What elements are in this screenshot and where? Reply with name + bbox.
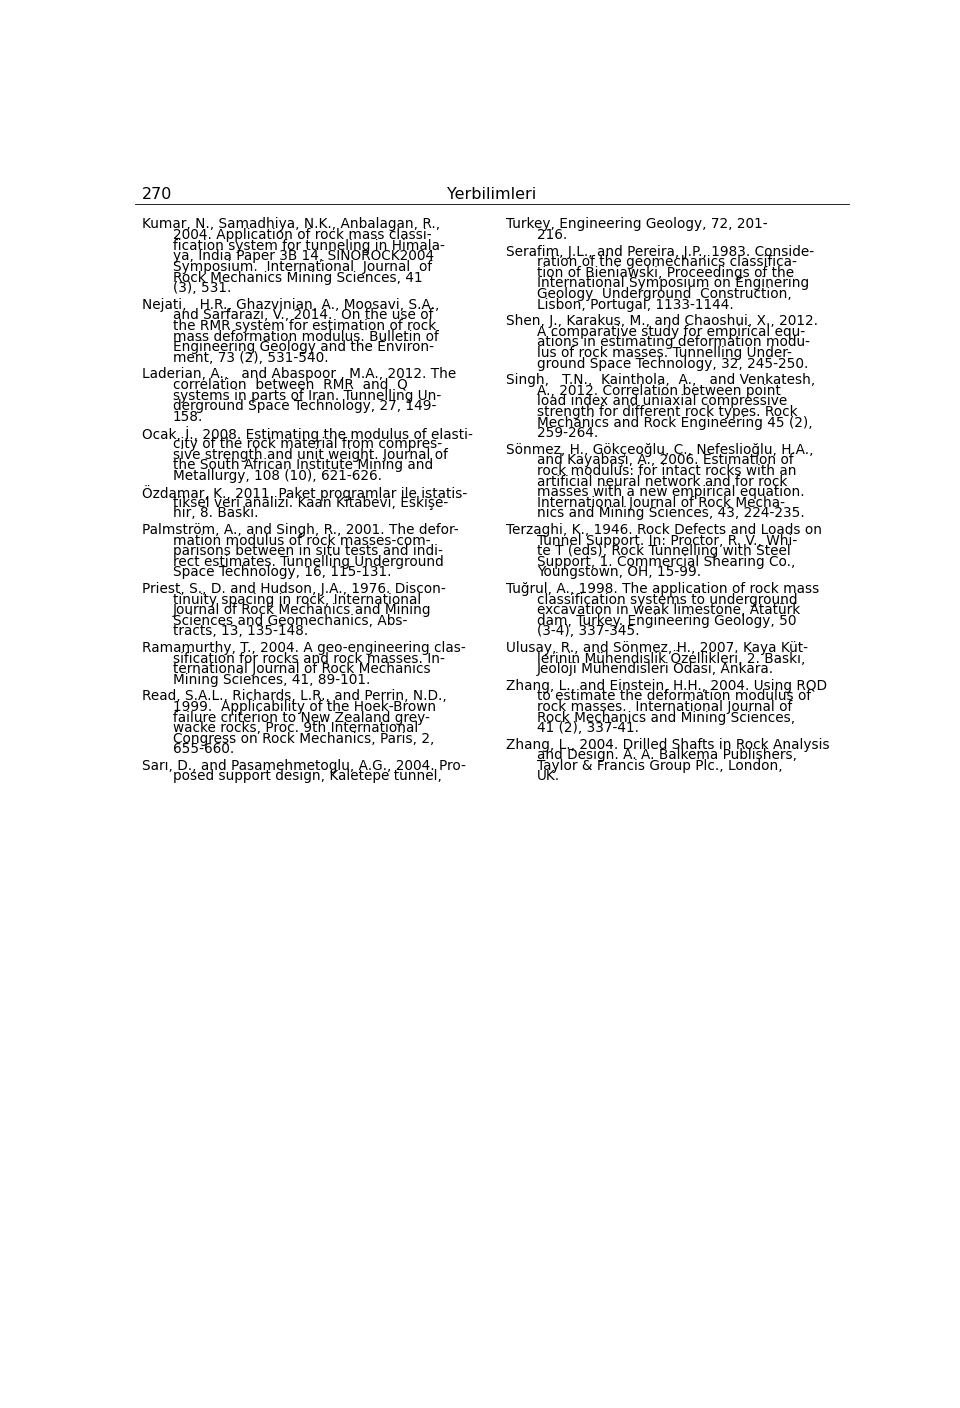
Text: Lisbon, Portugal, 1133-1144.: Lisbon, Portugal, 1133-1144. [537, 297, 733, 311]
Text: 270: 270 [142, 187, 172, 201]
Text: Yerbilimleri: Yerbilimleri [447, 187, 537, 201]
Text: Rock Mechanics Mining Sciences, 41: Rock Mechanics Mining Sciences, 41 [173, 270, 422, 284]
Text: International Symposium on Enginering: International Symposium on Enginering [537, 276, 809, 290]
Text: lus of rock masses. Tunnelling Under-: lus of rock masses. Tunnelling Under- [537, 346, 792, 360]
Text: Özdamar, K., 2011. Paket programlar ile istatis-: Özdamar, K., 2011. Paket programlar ile … [142, 486, 467, 501]
Text: ground Space Technology, 32, 245-250.: ground Space Technology, 32, 245-250. [537, 356, 808, 370]
Text: tracts, 13, 135-148.: tracts, 13, 135-148. [173, 624, 308, 638]
Text: Jeoloji Mühendisleri Odası, Ankara.: Jeoloji Mühendisleri Odası, Ankara. [537, 662, 774, 676]
Text: Ramamurthy, T., 2004. A geo-engineering clas-: Ramamurthy, T., 2004. A geo-engineering … [142, 641, 466, 655]
Text: tinuity spacing in rock, International: tinuity spacing in rock, International [173, 593, 420, 607]
Text: A comparative study for empirical equ-: A comparative study for empirical equ- [537, 325, 805, 339]
Text: Sarı, D., and Pasamehmetoglu, A.G., 2004. Pro-: Sarı, D., and Pasamehmetoglu, A.G., 2004… [142, 759, 466, 773]
Text: 259-264.: 259-264. [537, 427, 598, 441]
Text: (3-4), 337-345.: (3-4), 337-345. [537, 624, 639, 638]
Text: 655-660.: 655-660. [173, 742, 234, 756]
Text: Turkey, Engineering Geology, 72, 201-: Turkey, Engineering Geology, 72, 201- [506, 217, 768, 231]
Text: 41 (2), 337-41.: 41 (2), 337-41. [537, 721, 639, 735]
Text: Palmström, A., and Singh, R., 2001. The defor-: Palmström, A., and Singh, R., 2001. The … [142, 522, 458, 536]
Text: systems in parts of Iran. Tunnelling Un-: systems in parts of Iran. Tunnelling Un- [173, 389, 441, 403]
Text: load index and uniaxial compressive: load index and uniaxial compressive [537, 394, 787, 408]
Text: Youngstown, OH, 15-99.: Youngstown, OH, 15-99. [537, 566, 701, 580]
Text: Ulusay, R., and Sönmez, H., 2007. Kaya Küt-: Ulusay, R., and Sönmez, H., 2007. Kaya K… [506, 641, 808, 655]
Text: parisons between in situ tests and indi-: parisons between in situ tests and indi- [173, 545, 443, 558]
Text: failure criterion to New Zealand grey-: failure criterion to New Zealand grey- [173, 711, 429, 725]
Text: 216.: 216. [537, 228, 567, 242]
Text: mass deformation modulus. Bulletin of: mass deformation modulus. Bulletin of [173, 329, 439, 344]
Text: dam, Turkey. Engineering Geology, 50: dam, Turkey. Engineering Geology, 50 [537, 614, 797, 628]
Text: nics and Mining Sciences, 43, 224-235.: nics and Mining Sciences, 43, 224-235. [537, 507, 804, 521]
Text: Metallurgy, 108 (10), 621-626.: Metallurgy, 108 (10), 621-626. [173, 469, 382, 483]
Text: and Kayabaşı, A., 2006. Estimation of: and Kayabaşı, A., 2006. Estimation of [537, 453, 794, 467]
Text: Sciences and Geomechanics, Abs-: Sciences and Geomechanics, Abs- [173, 614, 407, 628]
Text: te T (eds), Rock Tunnelling with Steel: te T (eds), Rock Tunnelling with Steel [537, 545, 791, 558]
Text: strength for different rock types. Rock: strength for different rock types. Rock [537, 406, 798, 420]
Text: 1999.  Applicability of the Hoek-Brown: 1999. Applicability of the Hoek-Brown [173, 700, 436, 714]
Text: sive strength and unit weight. Journal of: sive strength and unit weight. Journal o… [173, 448, 447, 462]
Text: hir, 8. Baskı.: hir, 8. Baskı. [173, 507, 258, 521]
Text: derground Space Technology, 27, 149-: derground Space Technology, 27, 149- [173, 400, 436, 413]
Text: classification systems to underground: classification systems to underground [537, 593, 798, 607]
Text: rock masses.  International Journal of: rock masses. International Journal of [537, 700, 792, 714]
Text: Engineering Geology and the Environ-: Engineering Geology and the Environ- [173, 341, 434, 355]
Text: wacke rocks, Proc. 9th International: wacke rocks, Proc. 9th International [173, 721, 418, 735]
Text: Read, S.A.L., Richards, L.R., and Perrin, N.D.,: Read, S.A.L., Richards, L.R., and Perrin… [142, 690, 446, 703]
Text: tion of Bieniawski, Proceedings of the: tion of Bieniawski, Proceedings of the [537, 266, 794, 280]
Text: Congress on Rock Mechanics, Paris, 2,: Congress on Rock Mechanics, Paris, 2, [173, 732, 434, 746]
Text: tiksel veri analizi. Kaan Kitabevi, Eskişe-: tiksel veri analizi. Kaan Kitabevi, Eski… [173, 496, 448, 510]
Text: Serafim, J.L., and Pereira, J.P., 1983. Conside-: Serafim, J.L., and Pereira, J.P., 1983. … [506, 245, 814, 259]
Text: excavation in weak limestone, Atatürk: excavation in weak limestone, Atatürk [537, 603, 801, 617]
Text: and Sarfarazi, V., 2014.  On the use of: and Sarfarazi, V., 2014. On the use of [173, 308, 433, 322]
Text: Journal of Rock Mechanics and Mining: Journal of Rock Mechanics and Mining [173, 603, 431, 617]
Text: Laderian, A.,   and Abaspoor , M.A., 2012. The: Laderian, A., and Abaspoor , M.A., 2012.… [142, 367, 456, 382]
Text: posed support design, Kaletepe tunnel,: posed support design, Kaletepe tunnel, [173, 770, 442, 783]
Text: Space Technology, 16, 115-131.: Space Technology, 16, 115-131. [173, 566, 392, 580]
Text: (3), 531.: (3), 531. [173, 282, 231, 296]
Text: city of the rock material from compres-: city of the rock material from compres- [173, 436, 442, 451]
Text: sification for rocks and rock masses. In-: sification for rocks and rock masses. In… [173, 652, 444, 666]
Text: Support, 1. Commercial Shearing Co.,: Support, 1. Commercial Shearing Co., [537, 555, 795, 569]
Text: A., 2012. Correlation between point: A., 2012. Correlation between point [537, 384, 780, 398]
Text: ations in estimating deformation modu-: ations in estimating deformation modu- [537, 335, 810, 349]
Text: Shen, J., Karakus, M., and Chaoshui, X., 2012.: Shen, J., Karakus, M., and Chaoshui, X.,… [506, 314, 818, 328]
Text: Kumar, N., Samadhiya, N.K., Anbalagan, R.,: Kumar, N., Samadhiya, N.K., Anbalagan, R… [142, 217, 440, 231]
Text: and Design. A. A. Balkema Publishers,: and Design. A. A. Balkema Publishers, [537, 748, 797, 762]
Text: masses with a new empirical equation.: masses with a new empirical equation. [537, 486, 804, 500]
Text: the South African Institute Mining and: the South African Institute Mining and [173, 458, 433, 472]
Text: rock modulus: for intact rocks with an: rock modulus: for intact rocks with an [537, 465, 797, 477]
Text: to estimate the deformation modulus of: to estimate the deformation modulus of [537, 690, 811, 703]
Text: International Journal of Rock Mecha-: International Journal of Rock Mecha- [537, 496, 785, 510]
Text: rect estimates. Tunnelling Underground: rect estimates. Tunnelling Underground [173, 555, 444, 569]
Text: Priest, S., D. and Hudson, J.A., 1976. Discon-: Priest, S., D. and Hudson, J.A., 1976. D… [142, 582, 445, 596]
Text: artificial neural network and for rock: artificial neural network and for rock [537, 474, 787, 489]
Text: Symposium.  International  Journal  of: Symposium. International Journal of [173, 260, 432, 275]
Text: lerinin Mühendislik Özellikleri, 2. Baskı,: lerinin Mühendislik Özellikleri, 2. Bask… [537, 652, 805, 666]
Text: Mining Sciences, 41, 89-101.: Mining Sciences, 41, 89-101. [173, 673, 370, 687]
Text: mation modulus of rock masses-com-: mation modulus of rock masses-com- [173, 534, 430, 548]
Text: 2004. Application of rock mass classi-: 2004. Application of rock mass classi- [173, 228, 431, 242]
Text: Sönmez, H., Gökçeoğlu, C., Nefeslioğlu, H.A.,: Sönmez, H., Gökçeoğlu, C., Nefeslioğlu, … [506, 442, 813, 456]
Text: Ocak, İ., 2008. Estimating the modulus of elasti-: Ocak, İ., 2008. Estimating the modulus o… [142, 427, 472, 442]
Text: the RMR system for estimation of rock: the RMR system for estimation of rock [173, 320, 436, 332]
Text: Rock Mechanics and Mining Sciences,: Rock Mechanics and Mining Sciences, [537, 711, 795, 725]
Text: 158.: 158. [173, 410, 204, 424]
Text: Geology  Underground  Construction,: Geology Underground Construction, [537, 287, 792, 301]
Text: ya, India Paper 3B 14, SINOROCK2004: ya, India Paper 3B 14, SINOROCK2004 [173, 249, 434, 263]
Text: Mechanics and Rock Engineering 45 (2),: Mechanics and Rock Engineering 45 (2), [537, 415, 812, 429]
Text: Zhang, L., and Einstein, H.H., 2004. Using RQD: Zhang, L., and Einstein, H.H., 2004. Usi… [506, 679, 827, 693]
Text: Tuğrul, A., 1998. The application of rock mass: Tuğrul, A., 1998. The application of roc… [506, 582, 819, 596]
Text: UK.: UK. [537, 770, 560, 783]
Text: ment, 73 (2), 531-540.: ment, 73 (2), 531-540. [173, 351, 328, 365]
Text: Singh,   T.N.,  Kainthola,  A.,   and Venkatesh,: Singh, T.N., Kainthola, A., and Venkates… [506, 373, 815, 387]
Text: ternational Journal of Rock Mechanics: ternational Journal of Rock Mechanics [173, 662, 430, 676]
Text: Taylor & Francis Group Plc., London,: Taylor & Francis Group Plc., London, [537, 759, 782, 773]
Text: fication system for tunneling in Himala-: fication system for tunneling in Himala- [173, 239, 444, 252]
Text: correlation  between  RMR  and  Q: correlation between RMR and Q [173, 377, 407, 391]
Text: Terzaghi, K., 1946. Rock Defects and Loads on: Terzaghi, K., 1946. Rock Defects and Loa… [506, 522, 822, 536]
Text: ration of the geomechanics classifica-: ration of the geomechanics classifica- [537, 255, 797, 269]
Text: Tunnel Support. In: Proctor, R. V., Whi-: Tunnel Support. In: Proctor, R. V., Whi- [537, 534, 797, 548]
Text: Zhang, L., 2004. Drilled Shafts in Rock Analysis: Zhang, L., 2004. Drilled Shafts in Rock … [506, 738, 829, 752]
Text: Nejati,   H.R., Ghazvinian, A., Moosavi, S.A.,: Nejati, H.R., Ghazvinian, A., Moosavi, S… [142, 297, 439, 311]
